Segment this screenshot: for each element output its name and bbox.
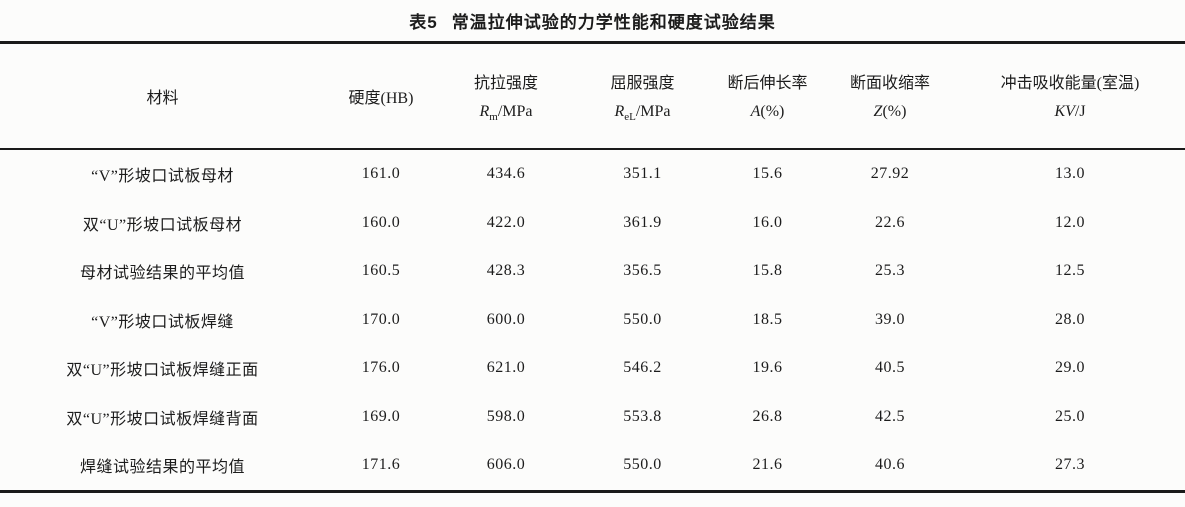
- value-cell: 171.6: [361, 456, 401, 474]
- column-header-hardness: 硬度(HB): [325, 42, 437, 150]
- value-cell: 606.0: [486, 456, 526, 474]
- table-row: “V”形坡口试板焊缝 170.0 600.0 550.0 18.5 39.0 2…: [0, 296, 1185, 345]
- material-cell: 焊缝试验结果的平均值: [79, 459, 245, 477]
- unit-text: (%): [882, 102, 907, 120]
- value-cell: 170.0: [361, 310, 401, 328]
- value-cell: 546.2: [623, 359, 662, 377]
- value-cell: 361.9: [623, 213, 662, 231]
- column-header-label: 断面收缩率: [849, 74, 930, 92]
- symbol-Rm: R: [479, 102, 490, 120]
- material-cell: 双“U”形坡口试板焊缝背面: [66, 410, 259, 428]
- unit-text: (%): [760, 102, 785, 120]
- value-cell: 12.0: [1055, 213, 1085, 231]
- column-header-unit: Rm/MPa: [437, 103, 575, 123]
- unit-text: /J: [1074, 102, 1086, 120]
- material-cell: 双“U”形坡口试板母材: [82, 216, 243, 234]
- column-header-label: 材料: [146, 90, 179, 107]
- table-row: 双“U”形坡口试板焊缝正面 176.0 621.0 546.2 19.6 40.…: [0, 344, 1185, 393]
- column-header-reduction-of-area: 断面收缩率 Z(%): [825, 42, 955, 150]
- table-row: “V”形坡口试板母材 161.0 434.6 351.1 15.6 27.92 …: [0, 149, 1185, 199]
- value-cell: 19.6: [752, 359, 783, 377]
- value-cell: 26.8: [752, 407, 783, 425]
- table-title: 表5 常温拉伸试验的力学性能和硬度试验结果: [0, 0, 1185, 41]
- value-cell: 27.92: [870, 165, 910, 183]
- column-header-label: 屈服强度: [610, 74, 675, 92]
- value-cell: 176.0: [361, 359, 401, 377]
- value-cell: 422.0: [486, 213, 526, 231]
- unit-text: /MPa: [497, 102, 533, 120]
- value-cell: 29.0: [1055, 359, 1085, 377]
- value-cell: 550.0: [623, 456, 662, 474]
- value-cell: 169.0: [361, 407, 401, 425]
- header-row: 材料 硬度(HB) 抗拉强度 Rm/MPa 屈服强度 ReL/MPa 断后伸长率…: [0, 42, 1185, 150]
- value-cell: 161.0: [361, 165, 401, 183]
- column-header-unit: A(%): [710, 103, 825, 123]
- value-cell: 40.5: [875, 359, 905, 377]
- table-row: 母材试验结果的平均值 160.5 428.3 356.5 15.8 25.3 1…: [0, 247, 1185, 296]
- value-cell: 160.0: [361, 213, 401, 231]
- value-cell: 25.0: [1055, 407, 1085, 425]
- value-cell: 15.6: [752, 165, 783, 183]
- results-table: 材料 硬度(HB) 抗拉强度 Rm/MPa 屈服强度 ReL/MPa 断后伸长率…: [0, 41, 1185, 493]
- table-row: 双“U”形坡口试板焊缝背面 169.0 598.0 553.8 26.8 42.…: [0, 393, 1185, 442]
- symbol-subscript: eL: [624, 111, 636, 124]
- symbol-KV: KV: [1054, 102, 1075, 120]
- material-cell: “V”形坡口试板焊缝: [91, 313, 234, 331]
- value-cell: 15.8: [752, 262, 783, 280]
- column-header-material: 材料: [0, 42, 325, 150]
- value-cell: 21.6: [752, 456, 783, 474]
- table-row: 焊缝试验结果的平均值 171.6 606.0 550.0 21.6 40.6 2…: [0, 441, 1185, 491]
- table-title-text: 常温拉伸试验的力学性能和硬度试验结果: [451, 13, 776, 32]
- value-cell: 39.0: [875, 310, 905, 328]
- value-cell: 621.0: [486, 359, 526, 377]
- value-cell: 13.0: [1055, 165, 1085, 183]
- column-header-unit: ReL/MPa: [575, 103, 710, 123]
- value-cell: 22.6: [875, 213, 905, 231]
- column-header-elongation: 断后伸长率 A(%): [710, 42, 825, 150]
- value-cell: 598.0: [486, 407, 526, 425]
- symbol-subscript: m: [489, 111, 498, 124]
- column-header-label: 冲击吸收能量(室温): [1000, 74, 1140, 92]
- material-cell: 双“U”形坡口试板焊缝正面: [66, 362, 259, 380]
- symbol-ReL: R: [614, 102, 625, 120]
- column-header-impact-energy: 冲击吸收能量(室温) KV/J: [955, 42, 1185, 150]
- table-header: 材料 硬度(HB) 抗拉强度 Rm/MPa 屈服强度 ReL/MPa 断后伸长率…: [0, 42, 1185, 150]
- value-cell: 160.5: [361, 262, 401, 280]
- value-cell: 428.3: [486, 262, 526, 280]
- value-cell: 28.0: [1055, 310, 1085, 328]
- column-header-unit: Z(%): [825, 103, 955, 123]
- unit-text: /MPa: [635, 102, 671, 120]
- value-cell: 40.6: [875, 456, 905, 474]
- value-cell: 434.6: [486, 165, 526, 183]
- value-cell: 16.0: [752, 213, 783, 231]
- table-body: “V”形坡口试板母材 161.0 434.6 351.1 15.6 27.92 …: [0, 149, 1185, 491]
- column-header-label: 抗拉强度: [473, 74, 538, 92]
- symbol-A: A: [750, 102, 761, 120]
- material-cell: 母材试验结果的平均值: [79, 265, 245, 283]
- column-header-unit: KV/J: [955, 103, 1185, 123]
- material-cell: “V”形坡口试板母材: [91, 168, 234, 186]
- column-header-label: 硬度(HB): [348, 90, 414, 107]
- value-cell: 42.5: [875, 407, 905, 425]
- column-header-label: 断后伸长率: [727, 74, 808, 92]
- table-row: 双“U”形坡口试板母材 160.0 422.0 361.9 16.0 22.6 …: [0, 199, 1185, 248]
- table-number: 表5: [409, 13, 438, 32]
- value-cell: 351.1: [623, 165, 662, 183]
- column-header-yield-strength: 屈服强度 ReL/MPa: [575, 42, 710, 150]
- value-cell: 27.3: [1055, 456, 1085, 474]
- value-cell: 550.0: [623, 310, 662, 328]
- value-cell: 18.5: [752, 310, 783, 328]
- value-cell: 356.5: [623, 262, 662, 280]
- value-cell: 25.3: [875, 262, 905, 280]
- value-cell: 600.0: [486, 310, 526, 328]
- value-cell: 12.5: [1055, 262, 1085, 280]
- column-header-tensile-strength: 抗拉强度 Rm/MPa: [437, 42, 575, 150]
- symbol-Z: Z: [873, 102, 883, 120]
- value-cell: 553.8: [623, 407, 662, 425]
